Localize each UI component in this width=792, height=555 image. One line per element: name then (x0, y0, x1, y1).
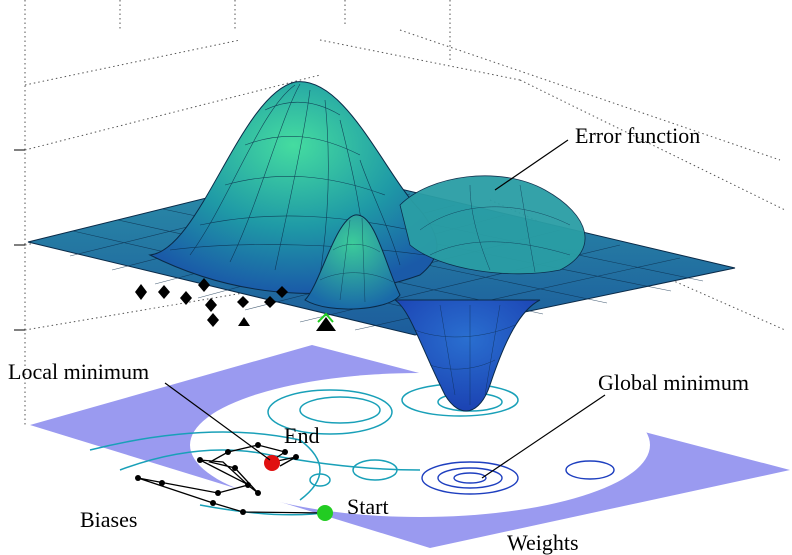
surface-marker (158, 285, 170, 299)
error-function-label: Error function (575, 123, 700, 148)
annotation-lines (164, 139, 606, 479)
surface-marker (198, 278, 210, 292)
surface-marker (180, 291, 192, 305)
start-label: Start (347, 494, 389, 519)
surface-marker (264, 296, 276, 308)
axis-ticks (14, 149, 25, 331)
biases-axis-label: Biases (80, 507, 137, 532)
surface-marker (207, 313, 219, 327)
surface-marker (238, 317, 250, 326)
contour-plane (30, 345, 790, 548)
weights-axis-label: Weights (507, 530, 579, 555)
surface-path-markers (135, 278, 336, 331)
global-minimum-label: Global minimum (598, 370, 749, 395)
local-minimum-label: Local minimum (8, 359, 149, 384)
surface-marker (205, 298, 217, 312)
surface-marker (276, 286, 288, 298)
descent-path (135, 442, 333, 521)
start-marker (317, 505, 333, 521)
error-surface (27, 81, 736, 412)
surface-end-marker (316, 317, 336, 331)
surface-marker (135, 284, 147, 300)
end-label: End (284, 423, 319, 448)
surface-marker (237, 296, 249, 308)
